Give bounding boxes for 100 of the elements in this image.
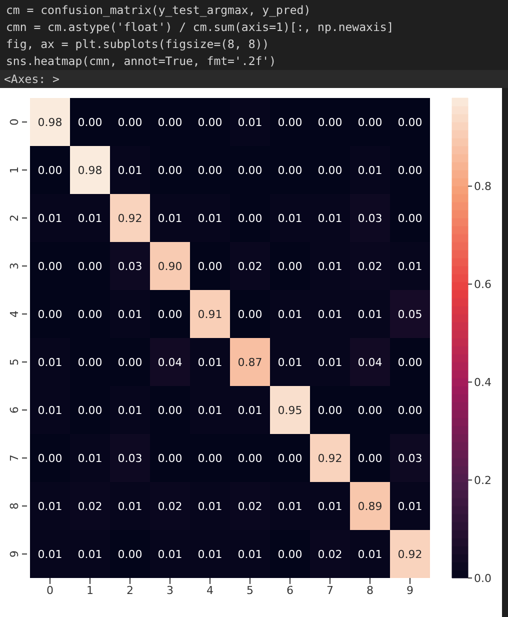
data-label: 0.01: [238, 548, 262, 561]
data-label: 0.01: [238, 116, 262, 129]
color-bar-label: 0.0: [474, 572, 492, 585]
data-label: 0.01: [198, 212, 222, 225]
data-label: 0.00: [158, 452, 182, 465]
data-label: 0.01: [398, 500, 422, 513]
data-label: 0.01: [278, 308, 302, 321]
x-tick-label: 0: [46, 584, 54, 597]
y-tick-label: 0: [8, 118, 21, 126]
data-label: 0.01: [118, 500, 142, 513]
color-bar-label: 0.8: [474, 180, 492, 194]
data-label: 0.01: [238, 404, 262, 417]
data-label: 0.01: [198, 500, 222, 513]
data-label: 0.01: [318, 212, 342, 225]
data-label: 0.00: [358, 452, 382, 465]
y-tick-label: 7: [8, 454, 21, 462]
x-tick-label: 5: [246, 584, 254, 597]
y-tick-label: 4: [8, 310, 21, 318]
data-label: 0.00: [278, 548, 302, 561]
data-label: 0.00: [318, 164, 342, 177]
data-label: 0.01: [318, 308, 342, 321]
data-label: 0.00: [398, 404, 422, 417]
data-label: 0.01: [358, 164, 382, 177]
data-label: 0.01: [278, 500, 302, 513]
data-label: 0.00: [278, 116, 302, 129]
text: fig, ax = plt.subplots(figsize=(8, 8)): [6, 36, 270, 53]
data-label: 0.01: [278, 212, 302, 225]
data-label: 0.02: [78, 500, 102, 513]
data-label: 0.00: [278, 164, 302, 177]
data-label: 0.00: [118, 548, 142, 561]
data-label: 0.01: [318, 356, 342, 369]
data-label: 0.00: [198, 116, 222, 129]
data-label: 0.00: [398, 164, 422, 177]
data-label: 0.01: [118, 404, 142, 417]
data-label: 0.00: [158, 308, 182, 321]
color-bar-label: 0.2: [474, 474, 492, 487]
data-label: 0.90: [158, 260, 182, 273]
data-label: 0.98: [78, 164, 102, 177]
data-label: 0.00: [238, 164, 262, 177]
data-label: 0.00: [158, 164, 182, 177]
data-label: 0.01: [158, 212, 182, 225]
text: sns.heatmap(cmn, annot=True, fmt='.2f'): [6, 53, 278, 70]
data-label: 0.01: [158, 548, 182, 561]
x-tick-label: 4: [206, 584, 214, 597]
data-label: 0.02: [238, 260, 262, 273]
data-label: 0.03: [118, 260, 142, 273]
data-label: 0.00: [78, 404, 102, 417]
y-tick-label: 3: [8, 262, 21, 270]
data-label: 0.03: [358, 212, 382, 225]
data-label: 0.00: [158, 116, 182, 129]
data-label: 0.01: [398, 260, 422, 273]
y-tick-label: 2: [8, 214, 21, 222]
data-label: 0.01: [278, 356, 302, 369]
x-tick-label: 7: [326, 584, 334, 597]
y-tick-label: 1: [8, 166, 21, 174]
data-label: 0.01: [78, 212, 102, 225]
data-label: 0.01: [38, 356, 62, 369]
x-tick-label: 9: [406, 584, 414, 597]
data-label: 0.01: [38, 500, 62, 513]
data-label: 0.00: [198, 452, 222, 465]
data-label: 0.00: [278, 452, 302, 465]
y-tick-label: 6: [8, 406, 21, 414]
data-label: 0.92: [118, 212, 142, 225]
data-label: 0.00: [78, 116, 102, 129]
data-label: 0.95: [278, 404, 302, 417]
data-label: 0.01: [78, 452, 102, 465]
data-label: 0.00: [78, 356, 102, 369]
data-label: 0.00: [118, 356, 142, 369]
data-label: 0.04: [358, 356, 382, 369]
data-label: 0.01: [38, 404, 62, 417]
data-label: 0.00: [318, 116, 342, 129]
data-label: 0.89: [358, 500, 382, 513]
data-label: 0.00: [198, 260, 222, 273]
data-label: 0.00: [398, 212, 422, 225]
data-label: 0.00: [398, 116, 422, 129]
data-label: 0.00: [38, 164, 62, 177]
data-label: 0.00: [238, 452, 262, 465]
data-label: 0.01: [358, 308, 382, 321]
data-label: 0.00: [118, 116, 142, 129]
text: <Axes: >: [0, 70, 508, 88]
y-tick-label: 5: [8, 358, 21, 366]
data-label: 0.01: [38, 212, 62, 225]
color-bar-label: 0.6: [474, 278, 492, 292]
text: cmn = cm.astype('float') / cm.sum(axis=1)[:, np.newaxis]: [6, 19, 394, 36]
data-label: 0.00: [38, 452, 62, 465]
data-label: 0.01: [198, 548, 222, 561]
data-label: 0.02: [318, 548, 342, 561]
data-label: 0.00: [238, 308, 262, 321]
data-label: 0.01: [78, 548, 102, 561]
x-tick-label: 3: [166, 584, 174, 597]
data-label: 0.00: [278, 260, 302, 273]
data-label: 0.01: [198, 356, 222, 369]
data-label: 0.91: [198, 308, 222, 321]
data-label: 0.01: [38, 548, 62, 561]
y-tick-label: 8: [8, 502, 21, 510]
data-label: 0.03: [398, 452, 422, 465]
data-label: 0.01: [318, 500, 342, 513]
data-label: 0.00: [78, 260, 102, 273]
data-label: 0.92: [318, 452, 342, 465]
data-label: 0.01: [318, 260, 342, 273]
